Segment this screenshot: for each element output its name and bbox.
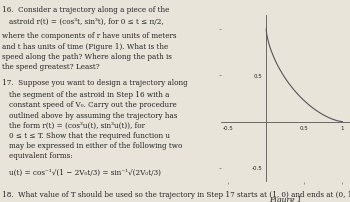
Text: 17.  Suppose you want to design a trajectory along: 17. Suppose you want to design a traject… — [2, 79, 188, 87]
Text: constant speed of V₀. Carry out the procedure: constant speed of V₀. Carry out the proc… — [9, 101, 176, 109]
Text: 0.5: 0.5 — [253, 74, 262, 78]
Text: 18.  What value of T should be used so the trajectory in Step 17 starts at (1, 0: 18. What value of T should be used so th… — [2, 190, 350, 198]
Text: speed along the path? Where along the path is: speed along the path? Where along the pa… — [2, 53, 172, 60]
Text: equivalent forms:: equivalent forms: — [9, 152, 72, 159]
Text: astroid r(t) = (cos³t, sin³t), for 0 ≤ t ≤ π/2,: astroid r(t) = (cos³t, sin³t), for 0 ≤ t… — [9, 18, 163, 26]
Text: may be expressed in either of the following two: may be expressed in either of the follow… — [9, 141, 182, 149]
Text: outlined above by assuming the trajectory has: outlined above by assuming the trajector… — [9, 111, 177, 119]
Text: -0.5: -0.5 — [223, 126, 233, 131]
Text: and t has units of time (Figure 1). What is the: and t has units of time (Figure 1). What… — [2, 42, 168, 50]
Text: 1: 1 — [341, 126, 344, 131]
Text: the speed greatest? Least?: the speed greatest? Least? — [2, 63, 100, 70]
Text: the segment of the astroid in Step 16 with a: the segment of the astroid in Step 16 wi… — [9, 91, 169, 99]
Text: -0.5: -0.5 — [251, 165, 262, 170]
Text: 0 ≤ t ≤ T. Show that the required function u: 0 ≤ t ≤ T. Show that the required functi… — [9, 131, 170, 139]
Text: 16.  Consider a trajectory along a piece of the: 16. Consider a trajectory along a piece … — [2, 6, 170, 14]
Text: 0.5: 0.5 — [300, 126, 309, 131]
Text: u(t) = cos⁻¹√(1 − 2V₀t/3) = sin⁻¹√(2V₀t/3): u(t) = cos⁻¹√(1 − 2V₀t/3) = sin⁻¹√(2V₀t/… — [9, 168, 161, 176]
Text: Figure 1: Figure 1 — [269, 195, 302, 202]
Text: where the components of r have units of meters: where the components of r have units of … — [2, 32, 177, 40]
Text: the form r(t) = (cos³u(t), sin³u(t)), for: the form r(t) = (cos³u(t), sin³u(t)), fo… — [9, 121, 145, 129]
